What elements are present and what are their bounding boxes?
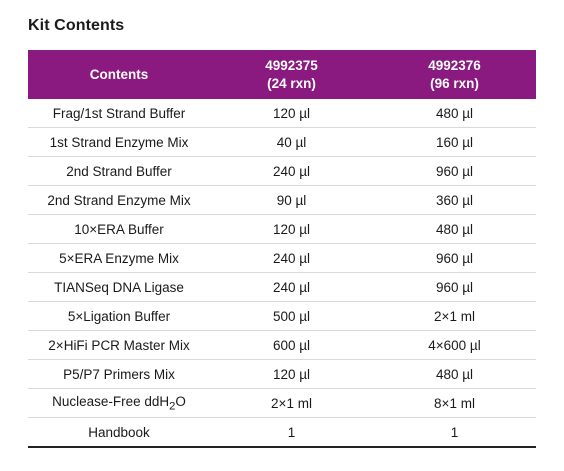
table-row: Frag/1st Strand Buffer 120 µl 480 µl [28, 99, 536, 128]
row-name-subscript: 2 [169, 400, 176, 413]
row-24rxn: 240 µl [210, 243, 373, 273]
row-24rxn: 1 [210, 417, 373, 448]
row-96rxn: 360 µl [373, 185, 536, 215]
table-row: 2nd Strand Buffer 240 µl 960 µl [28, 156, 536, 186]
row-24rxn: 2×1 ml [210, 388, 373, 418]
table-row: 2nd Strand Enzyme Mix 90 µl 360 µl [28, 185, 536, 215]
row-96rxn: 960 µl [373, 156, 536, 186]
row-name: 10×ERA Buffer [28, 214, 210, 244]
table-row: 5×Ligation Buffer 500 µl 2×1 ml [28, 301, 536, 331]
row-name-post: O [175, 393, 186, 409]
row-24rxn: 40 µl [210, 127, 373, 157]
row-96rxn: 2×1 ml [373, 301, 536, 331]
table-row: 2×HiFi PCR Master Mix 600 µl 4×600 µl [28, 330, 536, 360]
header-cat-24-rxn: (24 rxn) [267, 75, 316, 91]
row-96rxn: 480 µl [373, 359, 536, 389]
row-24rxn: 90 µl [210, 185, 373, 215]
row-96rxn: 1 [373, 417, 536, 448]
header-cat-24: 4992375 (24 rxn) [210, 50, 373, 99]
table-row: 5×ERA Enzyme Mix 240 µl 960 µl [28, 243, 536, 273]
row-name-pre: Nuclease-Free ddH [52, 393, 170, 409]
kit-contents-table: Contents 4992375 (24 rxn) 4992376 (96 rx… [28, 50, 536, 448]
row-name: Frag/1st Strand Buffer [28, 99, 210, 128]
row-24rxn: 120 µl [210, 99, 373, 128]
row-name: 2nd Strand Buffer [28, 156, 210, 186]
row-name: P5/P7 Primers Mix [28, 359, 210, 389]
table-row: Handbook 1 1 [28, 417, 536, 448]
row-name: 2nd Strand Enzyme Mix [28, 185, 210, 215]
table-row: 1st Strand Enzyme Mix 40 µl 160 µl [28, 127, 536, 157]
row-24rxn: 600 µl [210, 330, 373, 360]
row-24rxn: 240 µl [210, 156, 373, 186]
row-name: 5×ERA Enzyme Mix [28, 243, 210, 273]
row-96rxn: 480 µl [373, 99, 536, 128]
row-name: 2×HiFi PCR Master Mix [28, 330, 210, 360]
row-name: TIANSeq DNA Ligase [28, 272, 210, 302]
row-96rxn: 960 µl [373, 272, 536, 302]
header-cat-24-code: 4992375 [265, 57, 318, 73]
row-24rxn: 120 µl [210, 214, 373, 244]
page-title: Kit Contents [28, 17, 125, 34]
header-cat-96-rxn: (96 rxn) [430, 75, 479, 91]
table-header-row: Contents 4992375 (24 rxn) 4992376 (96 rx… [28, 50, 536, 99]
row-96rxn: 480 µl [373, 214, 536, 244]
row-96rxn: 160 µl [373, 127, 536, 157]
header-cat-96: 4992376 (96 rxn) [373, 50, 536, 99]
table-row: P5/P7 Primers Mix 120 µl 480 µl [28, 359, 536, 389]
header-cat-96-code: 4992376 [428, 57, 481, 73]
row-96rxn: 960 µl [373, 243, 536, 273]
row-name: Handbook [28, 417, 210, 448]
row-96rxn: 8×1 ml [373, 388, 536, 418]
table-row: 10×ERA Buffer 120 µl 480 µl [28, 214, 536, 244]
row-name: 5×Ligation Buffer [28, 301, 210, 331]
row-24rxn: 500 µl [210, 301, 373, 331]
header-contents: Contents [28, 50, 210, 99]
row-24rxn: 120 µl [210, 359, 373, 389]
table-row: Nuclease-Free ddH2O 2×1 ml 8×1 ml [28, 388, 536, 418]
row-name: 1st Strand Enzyme Mix [28, 127, 210, 157]
table-row: TIANSeq DNA Ligase 240 µl 960 µl [28, 272, 536, 302]
row-name: Nuclease-Free ddH2O [28, 388, 210, 418]
row-24rxn: 240 µl [210, 272, 373, 302]
row-96rxn: 4×600 µl [373, 330, 536, 360]
